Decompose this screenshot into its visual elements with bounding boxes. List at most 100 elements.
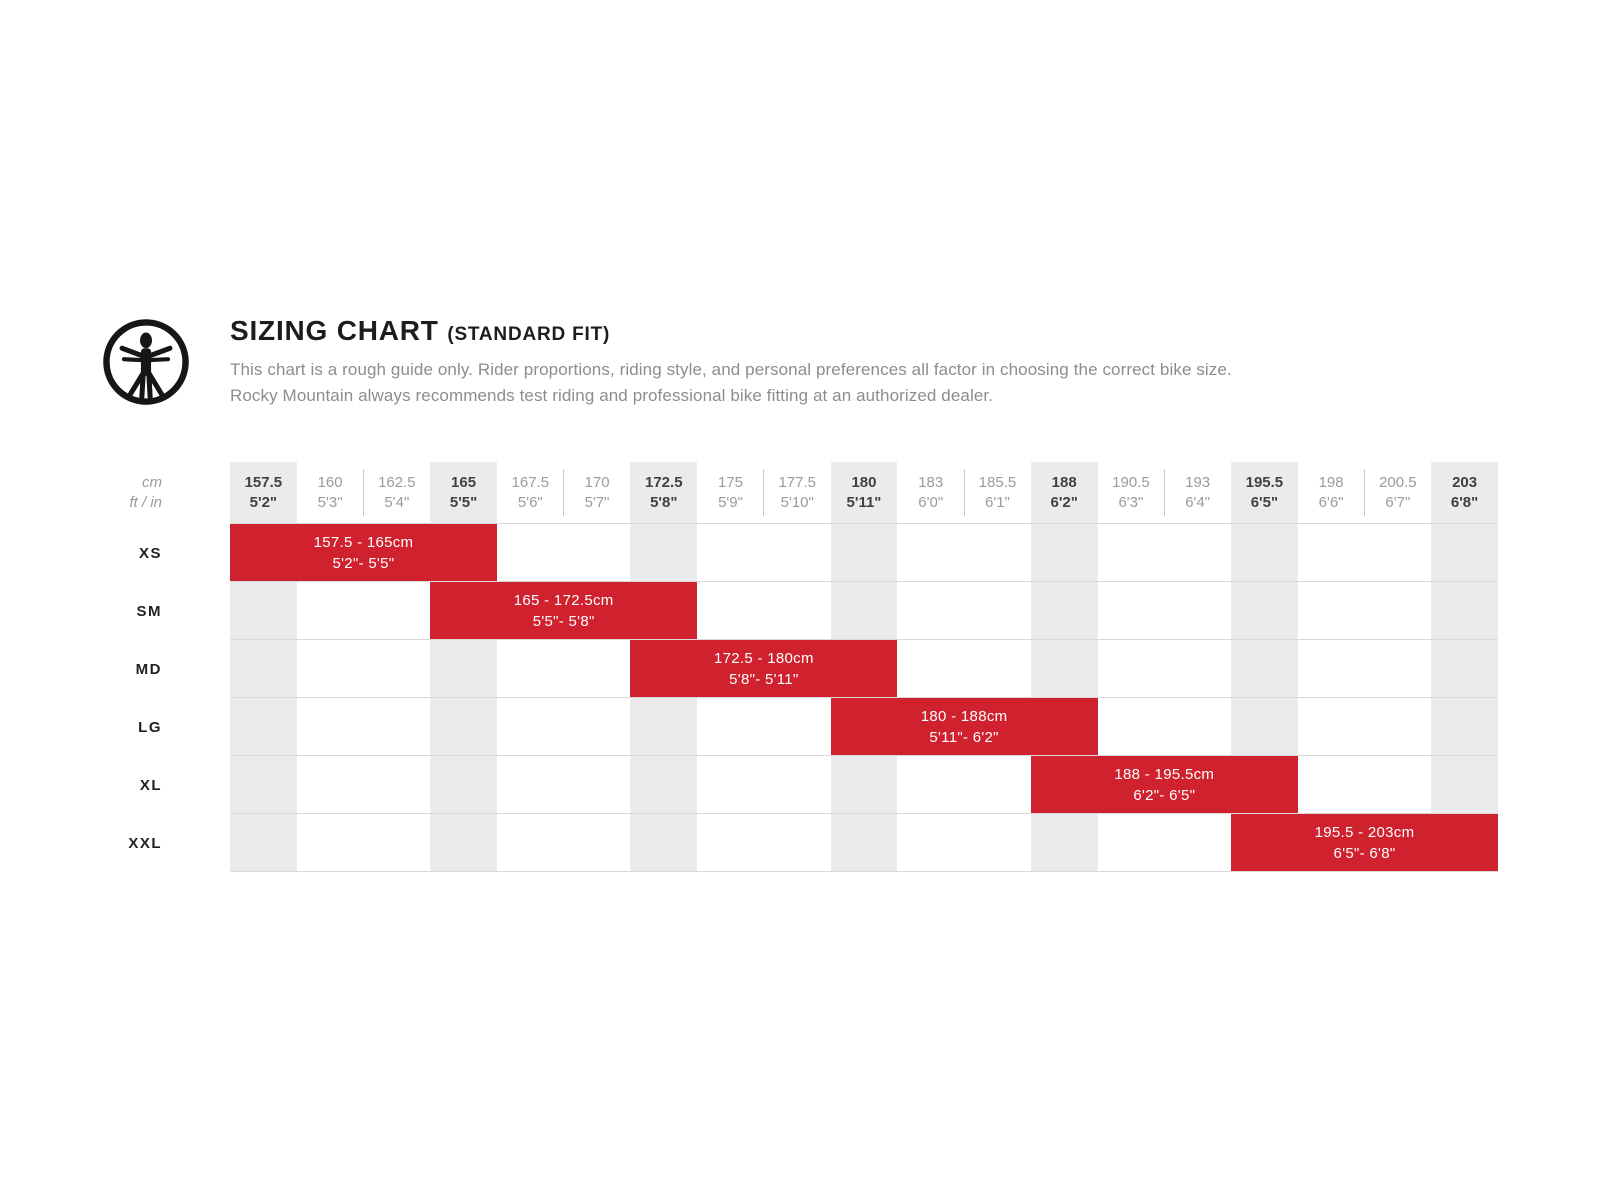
height-tick: 157.5 5'2" (230, 462, 297, 523)
tick-cm-value: 185.5 (978, 473, 1017, 491)
tick-cm-value: 193 (1185, 473, 1211, 491)
height-tick: 170 5'7" (564, 462, 631, 523)
height-tick: 188 6'2" (1030, 462, 1098, 523)
description-line-2: Rocky Mountain always recommends test ri… (230, 385, 994, 405)
bar-label-ftin: 6'5"- 6'8" (1333, 844, 1396, 862)
tick-cm-value: 203 (1452, 473, 1478, 491)
size-row-labels: XS SM MD LG XL XXL (100, 524, 162, 872)
tick-ftin-value: 5'2" (249, 493, 278, 511)
height-tick: 167.5 5'6" (497, 462, 564, 523)
bar-label-ftin: 5'8"- 5'11" (729, 670, 799, 688)
axis-unit-labels: cm ft / in (100, 462, 162, 524)
tick-cm-value: 183 (918, 473, 944, 491)
bar-label-cm: 188 - 195.5cm (1114, 765, 1215, 783)
tick-cm-value: 180 (851, 473, 877, 491)
tick-ftin-value: 6'2" (1050, 493, 1078, 511)
tick-cm-value: 177.5 (778, 473, 817, 491)
tick-ftin-value: 6'4" (1185, 493, 1211, 511)
tick-cm-value: 160 (317, 473, 343, 491)
height-tick: 200.5 6'7" (1364, 462, 1431, 523)
size-label: XXL (128, 834, 162, 852)
height-tick: 172.5 5'8" (630, 462, 698, 523)
height-tick: 193 6'4" (1164, 462, 1231, 523)
tick-ftin-value: 6'7" (1385, 493, 1411, 511)
size-label: MD (135, 660, 162, 678)
tick-ftin-value: 6'0" (918, 493, 944, 511)
size-row (230, 698, 1498, 756)
tick-ftin-value: 5'5" (449, 493, 478, 511)
height-tick: 177.5 5'10" (764, 462, 831, 523)
vitruvian-man-icon (103, 319, 189, 405)
height-tick: 175 5'9" (697, 462, 765, 523)
size-row (230, 524, 1498, 582)
tick-ftin-value: 6'8" (1450, 493, 1479, 511)
axis-unit-ftin: ft / in (129, 494, 162, 511)
bar-label-ftin: 5'11"- 6'2" (929, 728, 999, 746)
height-tick: 198 6'6" (1298, 462, 1365, 523)
size-label: XL (139, 776, 162, 794)
height-tick: 160 5'3" (297, 462, 364, 523)
tick-ftin-value: 6'1" (985, 493, 1010, 511)
bar-label-cm: 180 - 188cm (920, 707, 1008, 725)
bar-label-cm: 165 - 172.5cm (513, 591, 614, 609)
bar-label-cm: 195.5 - 203cm (1314, 823, 1415, 841)
description-line-1: This chart is a rough guide only. Rider … (230, 359, 1232, 379)
size-range-bar: 172.5 - 180cm 5'8"- 5'11" (630, 640, 898, 697)
tick-ftin-value: 5'8" (650, 493, 678, 511)
tick-ftin-value: 5'9" (718, 493, 743, 511)
bar-label-ftin: 6'2"- 6'5" (1133, 786, 1196, 804)
tick-cm-value: 190.5 (1112, 473, 1150, 491)
tick-cm-value: 188 (1051, 473, 1077, 491)
size-range-bar: 157.5 - 165cm 5'2"- 5'5" (230, 524, 497, 581)
sizing-grid: 157.5 - 165cm 5'2"- 5'5" 165 - 172.5cm 5'5"… (230, 524, 1498, 872)
tick-ftin-value: 5'3" (317, 493, 343, 511)
size-label: LG (138, 718, 162, 736)
page-title: SIZING CHART (STANDARD FIT) (230, 314, 1232, 350)
height-axis-header: 157.5 5'2" 160 5'3" 162.5 5'4" 165 5'5" 167.5 5'6… (230, 462, 1498, 524)
bar-label-ftin: 5'5"- 5'8" (532, 612, 595, 630)
size-row (230, 814, 1498, 872)
height-tick: 190.5 6'3" (1098, 462, 1165, 523)
axis-unit-cm: cm (142, 474, 162, 491)
size-range-bar: 165 - 172.5cm 5'5"- 5'8" (430, 582, 698, 639)
intro-text: SIZING CHART (STANDARD FIT) This chart i… (230, 314, 1232, 409)
size-range-bar: 188 - 195.5cm 6'2"- 6'5" (1030, 756, 1298, 813)
bar-label-ftin: 5'2"- 5'5" (332, 554, 395, 572)
tick-cm-value: 162.5 (378, 473, 416, 491)
size-row (230, 640, 1498, 698)
tick-cm-value: 167.5 (511, 473, 550, 491)
tick-ftin-value: 6'5" (1250, 493, 1279, 511)
tick-cm-value: 170 (584, 473, 610, 491)
tick-ftin-value: 6'3" (1118, 493, 1144, 511)
tick-ftin-value: 5'10" (780, 493, 814, 511)
column-stripe (230, 524, 297, 872)
sizing-chart-intro: SIZING CHART (STANDARD FIT) This chart i… (100, 314, 1232, 409)
tick-ftin-value: 5'7" (584, 493, 610, 511)
size-row (230, 756, 1498, 814)
height-tick: 195.5 6'5" (1231, 462, 1298, 523)
tick-ftin-value: 5'11" (846, 493, 882, 511)
tick-cm-value: 157.5 (244, 473, 283, 491)
tick-cm-value: 175 (717, 473, 744, 491)
size-label: SM (136, 602, 162, 620)
height-tick: 180 5'11" (830, 462, 898, 523)
size-range-bar: 180 - 188cm 5'11"- 6'2" (830, 698, 1098, 755)
height-tick: 165 5'5" (430, 462, 497, 523)
tick-ftin-value: 5'4" (384, 493, 410, 511)
size-label: XS (138, 544, 162, 562)
height-tick: 185.5 6'1" (964, 462, 1031, 523)
tick-cm-value: 165 (451, 473, 477, 491)
height-tick: 203 6'8" (1431, 462, 1498, 523)
size-range-bar: 195.5 - 203cm 6'5"- 6'8" (1231, 814, 1498, 871)
sizing-chart: cm ft / in XS SM MD LG XL XXL 157.5 5'2" 160 5'3… (100, 462, 1498, 872)
tick-cm-value: 195.5 (1245, 473, 1284, 491)
title-main: SIZING CHART (230, 314, 439, 346)
bar-label-cm: 157.5 - 165cm (313, 533, 414, 551)
tick-cm-value: 172.5 (645, 473, 683, 491)
title-fit-label: (STANDARD FIT) (447, 323, 611, 345)
tick-cm-value: 198 (1318, 473, 1344, 491)
tick-ftin-value: 5'6" (517, 493, 543, 511)
height-tick: 162.5 5'4" (363, 462, 430, 523)
sizing-table: 157.5 5'2" 160 5'3" 162.5 5'4" 165 5'5" 167.5 5'6… (230, 462, 1498, 872)
height-tick: 183 6'0" (897, 462, 965, 523)
